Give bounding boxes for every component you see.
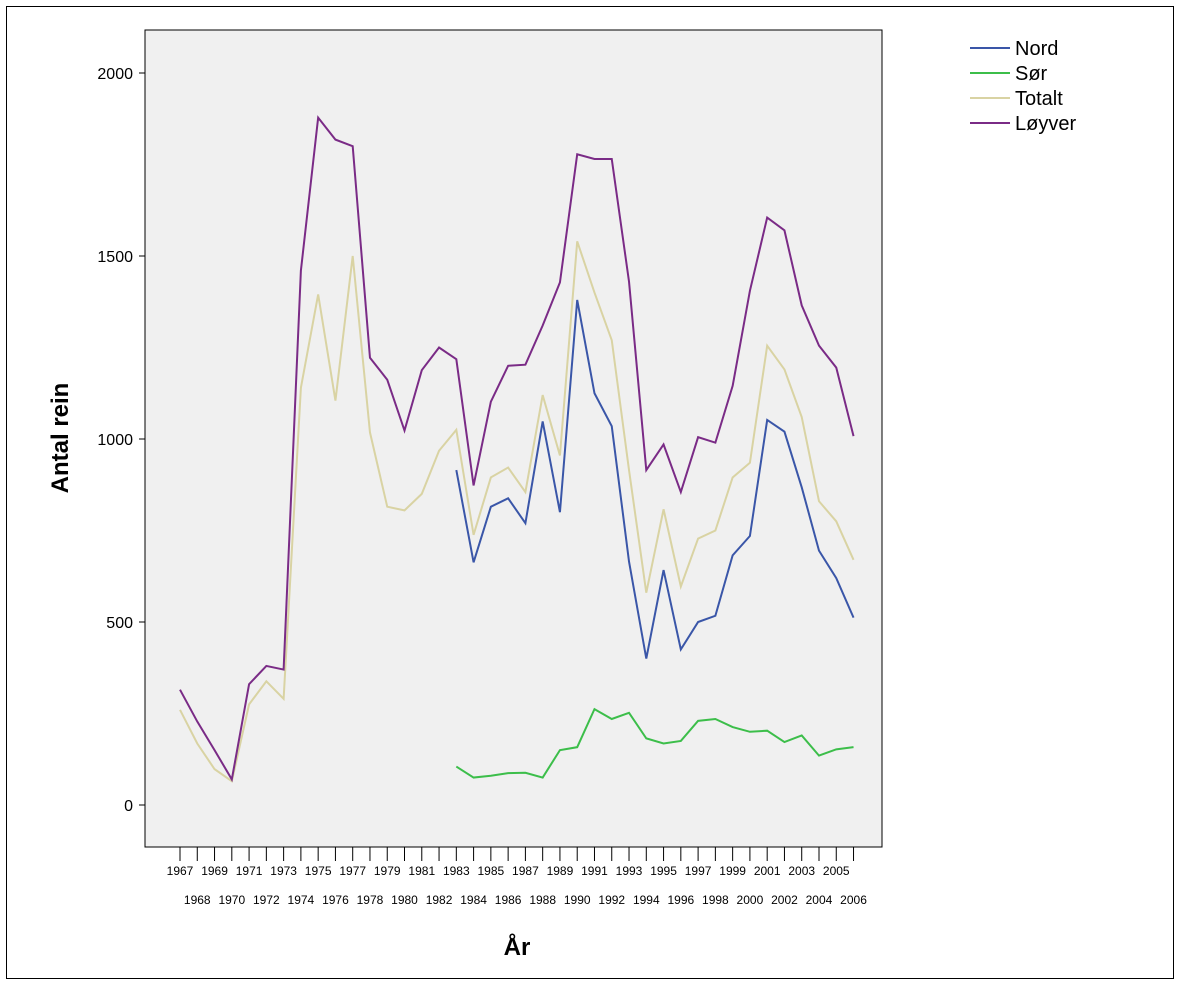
x-tick-label: 1982 bbox=[426, 893, 453, 907]
x-tick-label: 1977 bbox=[339, 864, 366, 878]
x-tick-label: 2003 bbox=[788, 864, 815, 878]
series-line-sør bbox=[455, 707, 854, 779]
x-tick-label: 2000 bbox=[737, 893, 764, 907]
y-axis-title: Antal rein bbox=[47, 383, 74, 494]
x-tick-label: 2001 bbox=[754, 864, 781, 878]
series-line-nord bbox=[455, 299, 855, 659]
legend-label: Sør bbox=[1015, 63, 1048, 85]
x-tick-label: 1985 bbox=[478, 864, 505, 878]
x-tick-label: 1990 bbox=[564, 893, 591, 907]
x-tick-label: 1970 bbox=[218, 893, 245, 907]
x-axis: 1967 1968 1969 1970 1971 1972 1973 1974 1975 1976… bbox=[167, 847, 867, 907]
x-tick-label: 1984 bbox=[460, 893, 487, 907]
x-tick-label: 1978 bbox=[357, 893, 384, 907]
legend: Nord Sør Totalt Løyver bbox=[970, 38, 1076, 135]
x-tick-label: 1987 bbox=[512, 864, 539, 878]
y-tick-label: 1000 bbox=[97, 432, 133, 449]
legend-label: Nord bbox=[1015, 38, 1058, 60]
x-tick-label: 1969 bbox=[201, 864, 228, 878]
x-tick-label: 1973 bbox=[270, 864, 297, 878]
y-tick-label: 500 bbox=[106, 615, 133, 632]
x-tick-label: 1972 bbox=[253, 893, 280, 907]
series-lines bbox=[179, 115, 855, 783]
plot-area bbox=[144, 29, 883, 848]
x-tick-label: 1992 bbox=[598, 893, 625, 907]
series-line-løyver bbox=[179, 115, 855, 783]
x-axis-title: År bbox=[504, 933, 531, 961]
x-tick-label: 1986 bbox=[495, 893, 522, 907]
x-tick-label: 1988 bbox=[529, 893, 556, 907]
x-tick-label: 2004 bbox=[806, 893, 833, 907]
x-tick-label: 1971 bbox=[236, 864, 263, 878]
legend-label: Totalt bbox=[1015, 88, 1063, 110]
x-tick-label: 2006 bbox=[840, 893, 867, 907]
x-tick-label: 1997 bbox=[685, 864, 712, 878]
x-tick-label: 1993 bbox=[616, 864, 643, 878]
x-tick-label: 1995 bbox=[650, 864, 677, 878]
y-tick-label: 1500 bbox=[97, 249, 133, 266]
x-tick-label: 1998 bbox=[702, 893, 729, 907]
y-tick-label: 0 bbox=[124, 798, 133, 815]
x-tick-label: 1996 bbox=[667, 893, 694, 907]
x-tick-label: 1967 bbox=[167, 864, 194, 878]
series-line-totalt bbox=[179, 241, 855, 783]
legend-label: Løyver bbox=[1015, 113, 1076, 135]
x-tick-label: 1989 bbox=[547, 864, 574, 878]
x-tick-label: 1999 bbox=[719, 864, 746, 878]
x-tick-label: 1983 bbox=[443, 864, 470, 878]
x-tick-label: 1974 bbox=[288, 893, 315, 907]
x-tick-label: 1991 bbox=[581, 864, 608, 878]
x-tick-label: 2002 bbox=[771, 893, 798, 907]
y-axis: 0 500 1000 1500 2000 bbox=[97, 66, 145, 815]
x-tick-label: 1968 bbox=[184, 893, 211, 907]
x-tick-label: 1975 bbox=[305, 864, 332, 878]
x-tick-label: 1981 bbox=[408, 864, 435, 878]
x-tick-label: 1980 bbox=[391, 893, 418, 907]
x-tick-label: 2005 bbox=[823, 864, 850, 878]
x-tick-label: 1979 bbox=[374, 864, 401, 878]
y-tick-label: 2000 bbox=[97, 66, 133, 83]
x-tick-label: 1994 bbox=[633, 893, 660, 907]
x-tick-label: 1976 bbox=[322, 893, 349, 907]
